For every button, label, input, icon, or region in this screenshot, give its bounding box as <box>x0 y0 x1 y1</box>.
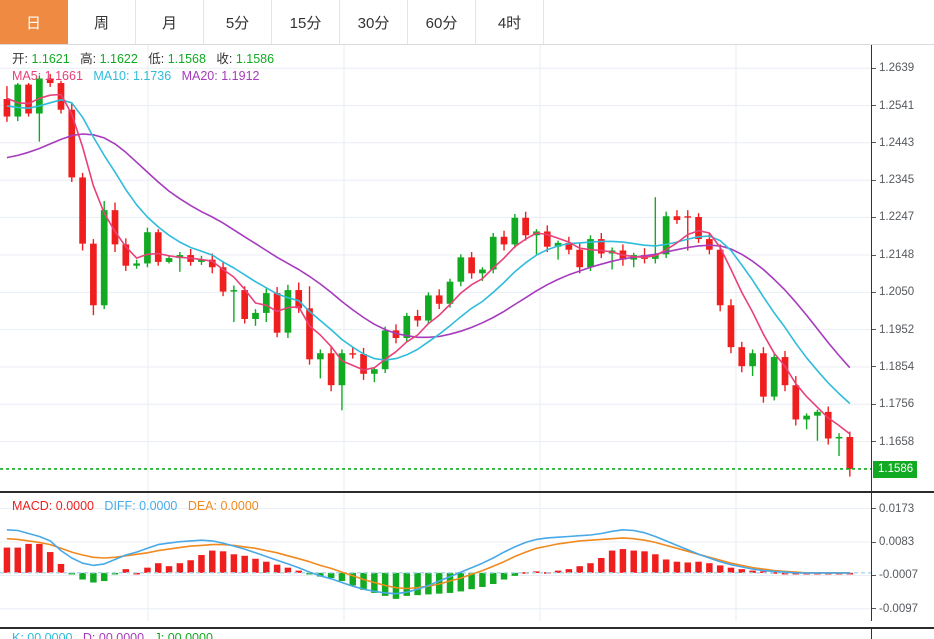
close-label: 收: <box>216 52 233 66</box>
panel-separator <box>0 627 934 629</box>
tab-15min[interactable]: 15分 <box>272 0 340 44</box>
price-axis-tick: 1.2345 <box>872 173 914 187</box>
low-value: 1.1568 <box>167 52 206 66</box>
ma5-label: MA5: <box>12 69 42 83</box>
macd-svg <box>0 493 871 621</box>
k-label: K: <box>12 631 24 639</box>
high-label: 高: <box>80 52 97 66</box>
price-axis-tick: 1.2148 <box>872 248 914 262</box>
tab-60min[interactable]: 60分 <box>408 0 476 44</box>
kdj-panel[interactable]: K: 00.0000 D: 00.0000 J: 00.0000 <box>0 621 934 639</box>
macd-label: MACD: <box>12 499 53 513</box>
price-legend: 开: 1.1621 高: 1.1622 低: 1.1568 收: 1.1586 … <box>12 51 274 85</box>
kdj-axis-line <box>871 629 872 639</box>
ma20-value: 1.1912 <box>221 69 260 83</box>
price-axis-tick: 1.1658 <box>872 435 914 449</box>
macd-axis[interactable]: 0.0173 0.0083 -0.0007 -0.0097 <box>871 493 934 621</box>
price-axis-tick: 1.2443 <box>872 136 914 150</box>
tab-month[interactable]: 月 <box>136 0 204 44</box>
candlestick-svg <box>0 45 871 491</box>
ohlc-row: 开: 1.1621 高: 1.1622 低: 1.1568 收: 1.1586 <box>12 51 274 68</box>
ma10-value: 1.1736 <box>132 69 172 83</box>
macd-plot[interactable] <box>0 493 871 621</box>
ma5-value: 1.1661 <box>44 69 83 83</box>
tab-week[interactable]: 周 <box>68 0 136 44</box>
last-price-badge: 1.1586 <box>873 460 918 478</box>
ma20-label: MA20: <box>181 69 218 83</box>
diff-value: 0.0000 <box>139 499 178 513</box>
price-axis-tick: 1.2541 <box>872 99 914 113</box>
tab-5min[interactable]: 5分 <box>204 0 272 44</box>
k-value: 00.0000 <box>27 631 73 639</box>
price-axis-tick: 1.2639 <box>872 61 914 75</box>
kdj-legend: K: 00.0000 D: 00.0000 J: 00.0000 <box>12 630 213 639</box>
close-value: 1.1586 <box>235 52 275 66</box>
price-axis-tick: 1.1952 <box>872 323 914 337</box>
macd-axis-tick: -0.0097 <box>872 602 918 616</box>
tab-4hour[interactable]: 4时 <box>476 0 544 44</box>
tab-day[interactable]: 日 <box>0 0 68 44</box>
ma10-label: MA10: <box>93 69 130 83</box>
dea-value: 0.0000 <box>220 499 259 513</box>
dea-label: DEA: <box>187 499 217 513</box>
macd-legend: MACD: 0.0000 DIFF: 0.0000 DEA: 0.0000 <box>12 498 259 514</box>
tabbar-filler <box>544 0 934 44</box>
ma-row: MA5: 1.1661 MA10: 1.1736 MA20: 1.1912 <box>12 68 274 85</box>
d-label: D: <box>82 631 96 639</box>
open-value: 1.1621 <box>31 52 70 66</box>
price-axis-tick: 1.1854 <box>872 360 914 374</box>
low-label: 低: <box>148 52 165 66</box>
macd-axis-tick: 0.0173 <box>872 502 914 516</box>
open-label: 开: <box>12 52 28 66</box>
j-value: 00.0000 <box>167 631 213 639</box>
price-panel[interactable]: 开: 1.1621 高: 1.1622 低: 1.1568 收: 1.1586 … <box>0 45 934 491</box>
macd-axis-tick: 0.0083 <box>872 535 914 549</box>
diff-label: DIFF: <box>104 499 136 513</box>
price-axis-tick: 1.2247 <box>872 210 914 224</box>
price-axis[interactable]: 1.2639 1.2541 1.2443 1.2345 1.2247 1.2148 1.20… <box>871 45 934 491</box>
tab-30min[interactable]: 30分 <box>340 0 408 44</box>
candlestick-plot[interactable] <box>0 45 871 491</box>
macd-axis-tick: -0.0007 <box>872 568 918 582</box>
high-value: 1.1622 <box>99 52 138 66</box>
macd-panel[interactable]: MACD: 0.0000 DIFF: 0.0000 DEA: 0.0000 0.… <box>0 491 934 621</box>
price-axis-tick: 1.2050 <box>872 285 914 299</box>
timeframe-tabbar: 日周月 5分 15分 30分 60分 4时 <box>0 0 934 45</box>
d-value: 00.0000 <box>98 631 145 639</box>
j-label: J: <box>154 631 165 639</box>
macd-value: 0.0000 <box>55 499 94 513</box>
price-axis-tick: 1.1756 <box>872 397 914 411</box>
